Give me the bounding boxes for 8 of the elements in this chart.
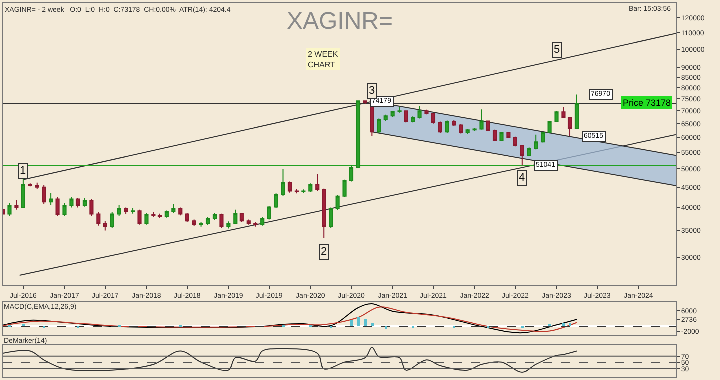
ref-line-label: Price 73178 [623, 98, 672, 108]
annotation: 2 [321, 246, 328, 258]
chart-title: XAGINR= [287, 8, 394, 35]
annotation: 5 [554, 44, 560, 56]
annotation: 1 [20, 165, 26, 177]
annotation: 2 WEEK CHART [308, 50, 339, 70]
annotation: 3 [369, 85, 376, 97]
annotation: 4 [519, 172, 526, 184]
